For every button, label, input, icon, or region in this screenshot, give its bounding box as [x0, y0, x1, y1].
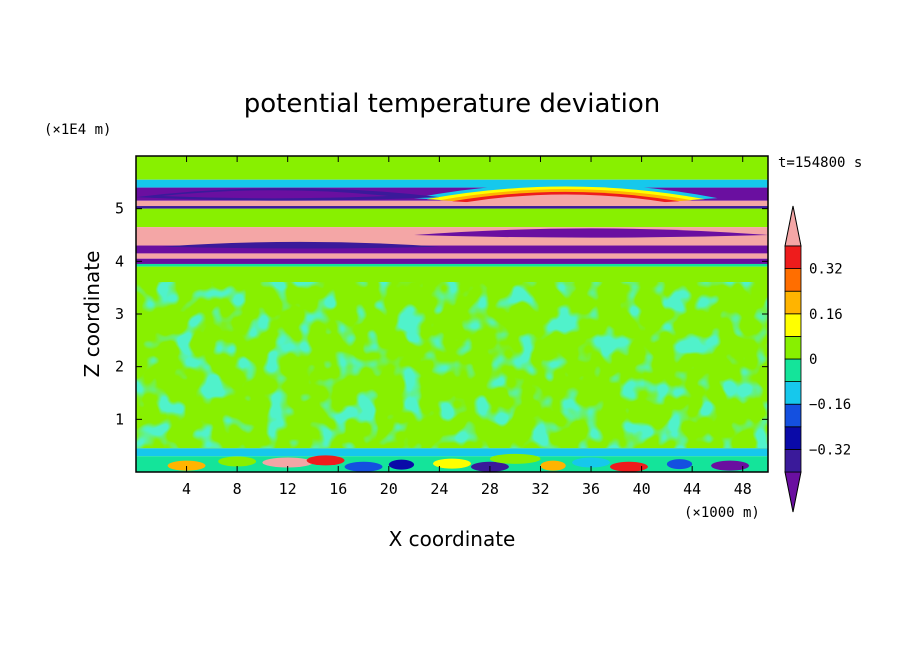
- colorbar-box: [784, 335, 802, 360]
- contour-band-9: [136, 253, 768, 259]
- x-tick-label: 8: [233, 480, 242, 498]
- contour-band-0: [136, 156, 768, 180]
- middle-wave-purple-2: [515, 245, 768, 252]
- colorbar-box: [784, 426, 802, 450]
- colorbar-box: [784, 268, 802, 292]
- colorbar-bottom-arrow: [784, 471, 802, 513]
- colorbar-box: [784, 403, 802, 428]
- upper-wave-pink: [464, 194, 667, 206]
- chart-title: potential temperature deviation: [244, 89, 660, 119]
- y-axis: 1 2 3 4 5: [115, 200, 768, 428]
- x-tick-label: 4: [182, 480, 191, 498]
- y-tick-label: 5: [115, 200, 124, 218]
- middle-wave-indigo: [161, 241, 440, 249]
- surface-patch-2: [306, 455, 345, 466]
- colorbar-box: [784, 245, 802, 270]
- colorbar-box: [784, 448, 802, 473]
- x-tick-label: 16: [329, 480, 347, 498]
- upper-wave-purple: [161, 190, 389, 199]
- time-label: t=154800 s: [778, 155, 862, 171]
- surface-patch-1: [262, 457, 313, 468]
- x-tick-label: 24: [430, 480, 448, 498]
- x-tick-label: 20: [380, 480, 398, 498]
- y-tick-label: 4: [115, 252, 124, 270]
- y-tick-label: 3: [115, 305, 124, 323]
- colorbar: 0.32 0.16 0 −0.16 −0.32: [784, 205, 851, 513]
- contour-band-11: [136, 263, 768, 267]
- x-tick-label: 40: [633, 480, 651, 498]
- colorbar-label: 0.32: [809, 262, 843, 278]
- contour-details: [136, 183, 768, 472]
- contour-band-3: [136, 200, 768, 207]
- contour-band-6: [136, 227, 768, 235]
- colorbar-box: [784, 381, 802, 405]
- contour-band-7: [136, 235, 768, 246]
- colorbar-label: 0: [809, 352, 817, 368]
- x-tick-label: 32: [531, 480, 549, 498]
- surface-patch-13: [489, 453, 541, 464]
- colorbar-label: 0.16: [809, 307, 843, 323]
- colorbar-label: −0.32: [809, 442, 851, 458]
- surface-patch-10: [666, 459, 693, 470]
- contour-band-13: [136, 448, 768, 457]
- x-tick-label: 28: [481, 480, 499, 498]
- x-axis-label: X coordinate: [389, 527, 516, 551]
- turbulence-texture: [136, 282, 768, 448]
- middle-wave-purple: [414, 228, 768, 238]
- colorbar-label: −0.16: [809, 397, 851, 413]
- surface-patch-3: [344, 461, 383, 472]
- surface-patch-8: [572, 457, 610, 468]
- x-tick-label: 48: [734, 480, 752, 498]
- y-axis-label: Z coordinate: [80, 251, 104, 378]
- contour-band-10: [136, 258, 768, 264]
- surface-patch-11: [711, 460, 750, 471]
- y-tick-label: 1: [115, 410, 124, 428]
- surface-patch-12: [218, 456, 257, 467]
- y-unit-label: (×1E4 m): [44, 122, 111, 138]
- contour-band-8: [136, 245, 768, 254]
- contour-band-5: [136, 208, 768, 228]
- x-axis: 4 8 12 16 20 24 28 32 36 40 44 48: [182, 156, 752, 498]
- surface-patch-5: [433, 458, 471, 469]
- x-tick-label: 44: [683, 480, 701, 498]
- surface-patch-7: [540, 460, 566, 471]
- colorbar-box: [784, 358, 802, 383]
- x-unit-label: (×1000 m): [684, 505, 760, 521]
- surface-patch-4: [388, 459, 415, 470]
- contour-band-1: [136, 179, 768, 188]
- y-tick-label: 2: [115, 358, 124, 376]
- colorbar-top-arrow: [784, 205, 802, 247]
- contour-band-4: [136, 206, 768, 209]
- colorbar-box: [784, 290, 802, 315]
- x-tick-label: 12: [279, 480, 297, 498]
- surface-patch-9: [610, 461, 648, 472]
- turbulence-speckle: [136, 282, 768, 448]
- plot-area: [136, 156, 768, 472]
- x-tick-label: 36: [582, 480, 600, 498]
- colorbar-box: [784, 313, 802, 337]
- surface-patch-0: [167, 460, 206, 471]
